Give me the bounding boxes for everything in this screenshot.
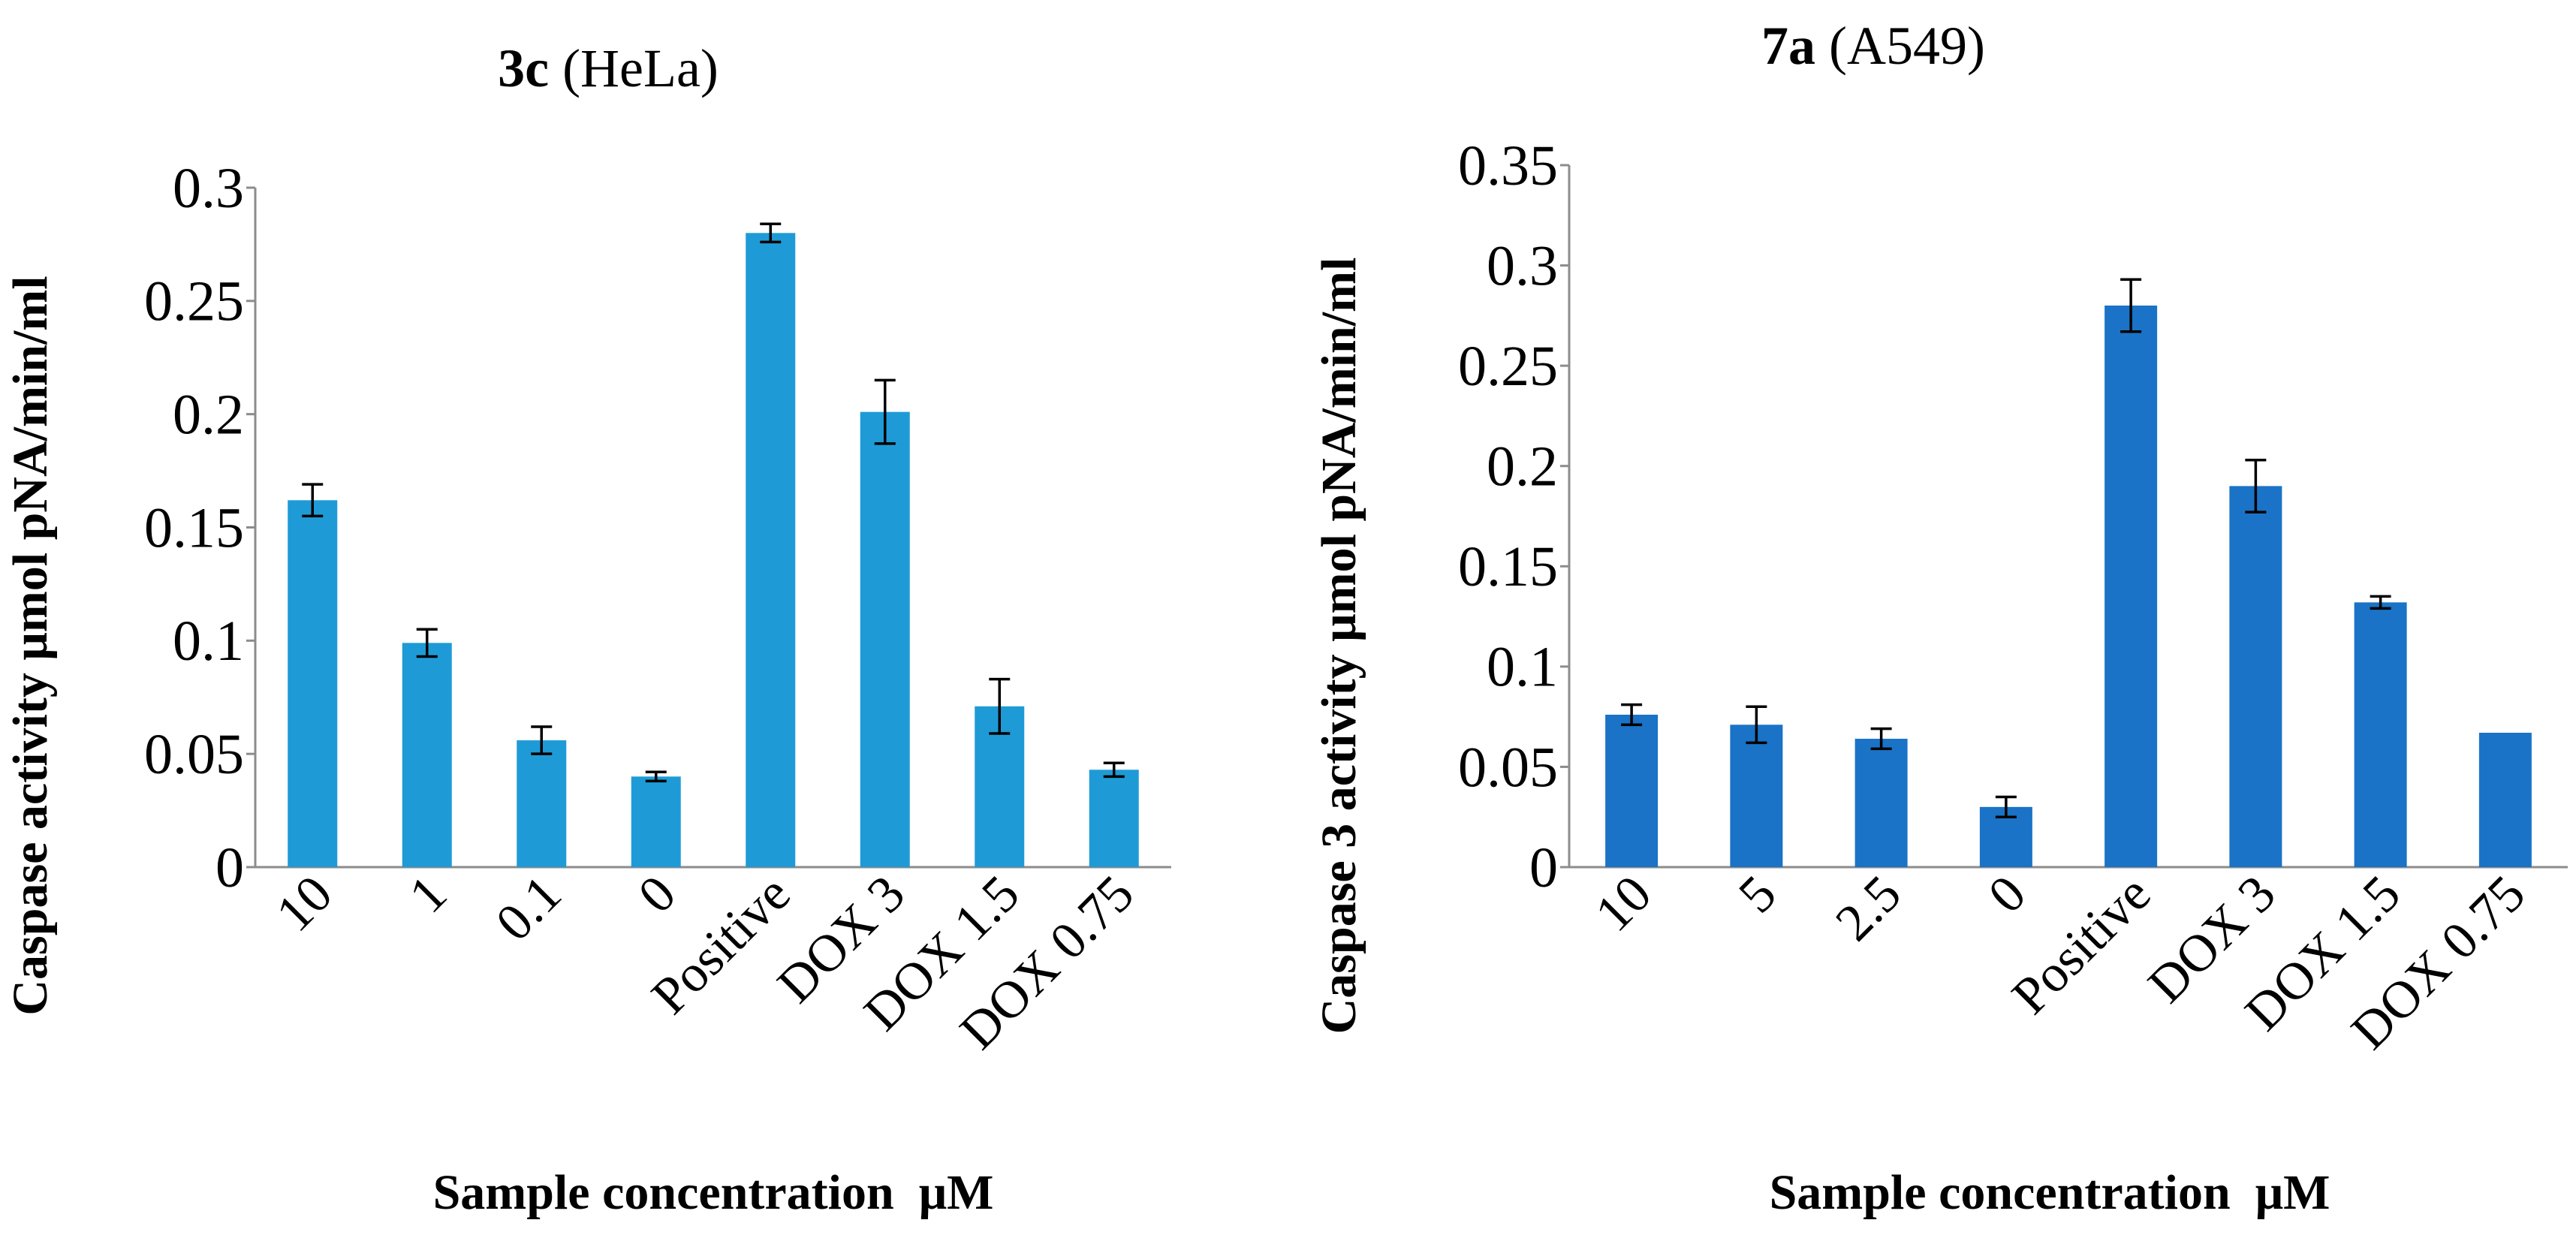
c7a-y-tick-label: 0.25: [1458, 335, 1558, 398]
c3c-x-tick-label-0: 10: [266, 865, 344, 943]
c3c-error-bar-5: [874, 378, 896, 445]
c7a-x-tick-label-4: Positive: [2001, 865, 2162, 1026]
c7a-y-tick-label: 0.15: [1458, 535, 1558, 598]
c3c-y-tick-label: 0: [215, 836, 244, 899]
c3c-error-bar-7: [1103, 761, 1125, 779]
chart-panel-7a-a549: 7a (A549) 0 0.05 0.1 0.15 0.2 0.25 0.3 0.35 10 5 2.…: [1261, 0, 2576, 1238]
c7a-bar-4: [2104, 306, 2158, 867]
c3c-error-bar-4: [760, 222, 782, 244]
c3c-error-bar-0: [302, 483, 324, 518]
c3c-bar-0: [288, 500, 338, 867]
c7a-error-bar-6: [2370, 595, 2391, 610]
c3c-error-bar-1: [416, 628, 438, 658]
c3c-x-axis-title: Sample concentration μM: [433, 1165, 994, 1220]
bar-chart-7a-a549: 7a (A549) 0 0.05 0.1 0.15 0.2 0.25 0.3 0.35 10 5 2.…: [1312, 16, 2568, 1220]
c7a-x-tick-label-3: 0: [1978, 865, 2037, 924]
c3c-bar-4: [746, 233, 796, 867]
c7a-error-bar-3: [1995, 795, 2017, 818]
c7a-error-bar-1: [1746, 705, 1767, 745]
c7a-y-tick-label: 0.2: [1487, 435, 1558, 499]
c7a-bar-6: [2354, 602, 2407, 867]
c3c-y-tick-label: 0.3: [173, 157, 244, 220]
c3c-y-tick-label: 0.1: [173, 610, 244, 673]
c7a-y-axis-title: Caspase 3 activity μmol pNA/min/ml: [1312, 258, 1366, 1035]
c3c-y-tick-label: 0.15: [144, 496, 244, 559]
c7a-bar-1: [1730, 724, 1783, 867]
c7a-x-axis-title: Sample concentration μM: [1770, 1165, 2330, 1220]
c7a-bar-5: [2229, 486, 2282, 867]
c7a-error-bar-4: [2120, 278, 2142, 333]
c3c-chart-title-bold: 3c: [498, 38, 549, 98]
c7a-error-bar-5: [2245, 458, 2267, 514]
c7a-error-bar-2: [1870, 727, 1892, 751]
c7a-bar-7: [2478, 733, 2532, 867]
c7a-bar-2: [1854, 739, 1908, 867]
c7a-y-tick-label: 0.1: [1487, 636, 1558, 699]
c7a-y-tick-label: 0.05: [1458, 736, 1558, 799]
c3c-y-tick-label: 0.2: [173, 384, 244, 447]
c3c-chart-title-rest: (HeLa): [549, 38, 719, 98]
c3c-y-axis-title: Caspase activity μmol pNA/min/ml: [3, 276, 58, 1015]
c3c-error-bar-2: [531, 725, 553, 755]
c3c-error-bar-3: [645, 770, 667, 783]
c3c-bar-5: [860, 411, 910, 867]
c7a-chart-title: 7a (A549): [1761, 16, 1985, 76]
c3c-y-tick-label: 0.25: [144, 270, 244, 333]
c7a-x-tick-label-1: 5: [1728, 865, 1787, 924]
c3c-bar-3: [631, 776, 681, 867]
c7a-chart-title-rest: (A549): [1815, 16, 1985, 76]
c7a-x-tick-label-0: 10: [1584, 865, 1662, 943]
c7a-y-tick-label: 0.3: [1487, 234, 1558, 297]
c3c-x-tick-label-2: 0.1: [485, 865, 572, 952]
chart-panel-3c-hela: 3c (HeLa) 0 0.05 0.1 0.15 0.2 0.25 0.3 10 1 0.1 0 Po…: [0, 0, 1201, 1238]
c7a-chart-title-bold: 7a: [1761, 16, 1815, 76]
c3c-bar-1: [402, 643, 452, 867]
c7a-y-tick-label: 0.35: [1458, 134, 1558, 197]
bar-chart-3c-hela: 3c (HeLa)00.050.10.150.20.250.310 1 0.1 0Po…: [3, 38, 1171, 1220]
c3c-chart-title: 3c (HeLa): [498, 38, 719, 98]
c7a-error-bar-0: [1621, 703, 1643, 727]
c3c-x-tick-label-3: 0: [628, 865, 687, 924]
c3c-bar-2: [517, 740, 567, 867]
c3c-y-tick-label: 0.05: [144, 723, 244, 786]
c3c-x-tick-label-1: 1: [399, 865, 458, 924]
c7a-x-tick-label-2: 2.5: [1825, 865, 1912, 952]
c7a-bar-0: [1605, 714, 1659, 867]
c3c-error-bar-6: [989, 677, 1011, 735]
c3c-bar-7: [1089, 770, 1139, 867]
c7a-y-tick-label: 0: [1529, 836, 1558, 899]
